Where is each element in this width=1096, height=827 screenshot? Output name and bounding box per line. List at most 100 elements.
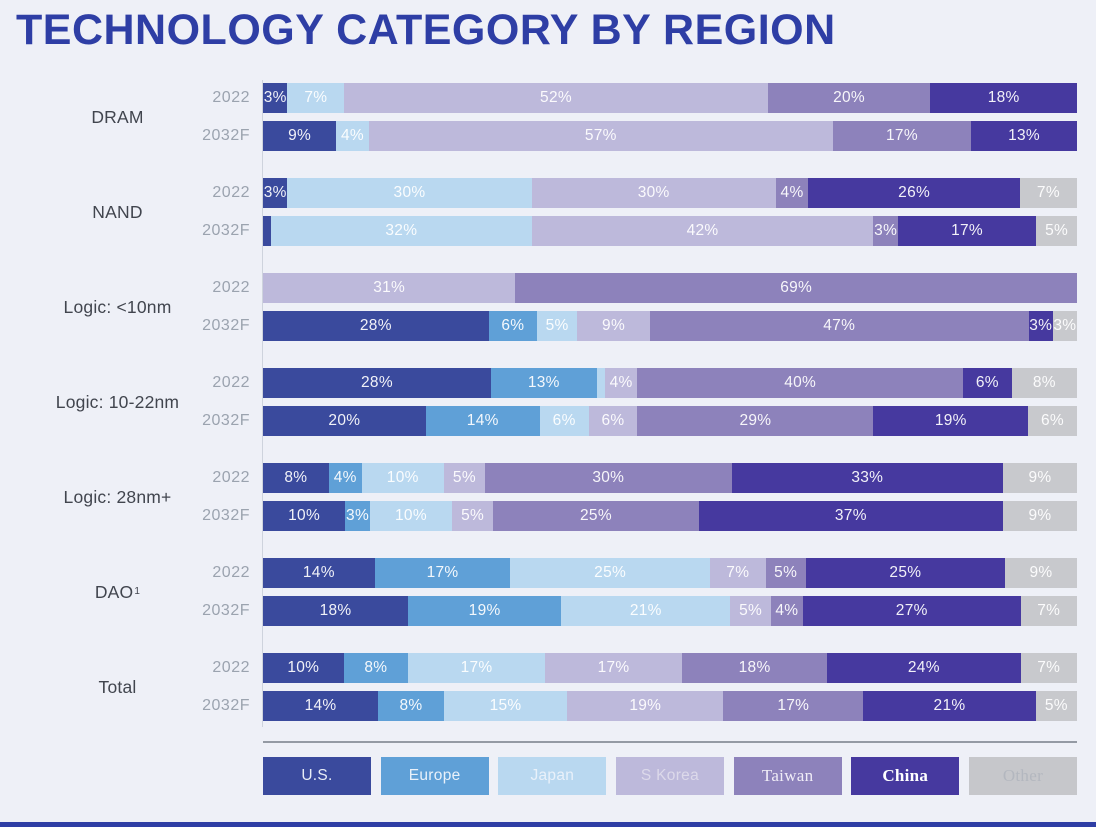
segment-value-label: 28% xyxy=(359,317,392,335)
year-label: 2032F xyxy=(202,507,250,525)
segment-value-label: 20% xyxy=(833,89,865,107)
segment-value-label: 15% xyxy=(489,697,522,715)
stacked-bar: 28% 13% 4% 40% 6% 8% xyxy=(263,368,1077,399)
segment-value-label: 3% xyxy=(1029,317,1053,335)
bar-row-total-2032f: 2032F 14% 8% 15% 19% 17% 21% 5% xyxy=(0,691,1096,722)
stacked-bar: 3% 7% 52% 20% 18% xyxy=(263,83,1077,114)
segment-value-label: 25% xyxy=(594,564,627,582)
segment-value-label: 3% xyxy=(1053,317,1077,335)
stacked-bar: 20% 14% 6% 6% 29% 19% 6% xyxy=(263,406,1077,437)
stacked-bar: 8% 4% 10% 5% 30% 33% 9% xyxy=(263,463,1077,494)
legend-item-europe: Europe xyxy=(380,757,489,796)
segment-value-label: 19% xyxy=(629,697,662,715)
segment-other: 7% xyxy=(1020,596,1077,627)
year-label: 2022 xyxy=(212,564,250,582)
segment-value-label: 17% xyxy=(426,564,459,582)
segment-value-label: 18% xyxy=(987,89,1020,107)
category-group-logic-10nm: Logic: <10nm 2022 31% 69% 2032F 28% 6% 5% 9% 47% 3… xyxy=(0,273,1096,342)
segment-value-label: 10% xyxy=(386,469,419,487)
segment-value-label: 4% xyxy=(775,602,799,620)
segment-japan: 21% xyxy=(561,596,731,627)
segment-value-label: 7% xyxy=(1037,602,1061,620)
bar-row-logic-28nm-2032f: 2032F 10% 3% 10% 5% 25% 37% 9% xyxy=(0,501,1096,532)
segment-china: 33% xyxy=(731,463,1003,494)
segment-value-label: 7% xyxy=(1036,184,1060,202)
page-title: TECHNOLOGY CATEGORY BY REGION xyxy=(16,6,836,54)
segment-value-label: 6% xyxy=(1041,412,1065,430)
stacked-bar: 10% 8% 17% 17% 18% 24% 7% xyxy=(263,653,1077,684)
year-label: 2032F xyxy=(202,412,250,430)
category-label-logic-10nm: Logic: <10nm xyxy=(63,296,172,317)
segment-value-label: 14% xyxy=(302,564,335,582)
year-label: 2022 xyxy=(212,659,250,677)
segment-value-label: 17% xyxy=(885,127,918,145)
segment-taiwan: 17% xyxy=(832,121,972,152)
segment-u-s: 9% xyxy=(263,121,337,152)
segment-s-korea: 5% xyxy=(443,463,485,494)
segment-europe: 8% xyxy=(378,691,444,722)
stacked-bar-chart: DRAM 2022 3% 7% 52% 20% 18% 2032F 9% 4% 57% 17% 13% N… xyxy=(0,80,1096,728)
segment-value-label: 8% xyxy=(364,659,388,677)
legend-item-china: China xyxy=(851,757,960,796)
category-label-dao: DAO 1 xyxy=(94,581,141,602)
segment-china: 21% xyxy=(863,691,1036,722)
segment-japan: 10% xyxy=(361,463,444,494)
segment-value-label: 14% xyxy=(466,412,499,430)
segment-japan: 25% xyxy=(510,558,710,589)
year-label: 2022 xyxy=(212,469,250,487)
bar-row-total-2022: 2022 10% 8% 17% 17% 18% 24% 7% xyxy=(0,653,1096,684)
segment-other: 3% xyxy=(1052,311,1077,342)
segment-value-label: 9% xyxy=(288,127,312,145)
segment-other: 5% xyxy=(1035,691,1077,722)
segment-s-korea: 5% xyxy=(452,501,494,532)
segment-value-label: 24% xyxy=(907,659,940,677)
segment-u-s: 3% xyxy=(263,178,288,209)
segment-other: 9% xyxy=(1002,463,1077,494)
segment-value-label: 30% xyxy=(592,469,625,487)
year-label: 2032F xyxy=(202,127,250,145)
segment-taiwan: 4% xyxy=(770,596,803,627)
segment-taiwan: 20% xyxy=(767,83,931,114)
segment-taiwan: 29% xyxy=(637,406,874,437)
category-label-logic-10-22nm: Logic: 10-22nm xyxy=(55,391,180,412)
segment-europe: 17% xyxy=(374,558,511,589)
segment-value-label: 9% xyxy=(1028,507,1052,525)
segment-value-label: 5% xyxy=(774,564,798,582)
segment-value-label: 30% xyxy=(637,184,670,202)
legend-item-other: Other xyxy=(968,757,1077,796)
segment-value-label: 19% xyxy=(468,602,501,620)
bar-row-logic-10nm-2022: 2022 31% 69% xyxy=(0,273,1096,304)
segment-s-korea: 57% xyxy=(368,121,833,152)
segment-s-korea: 19% xyxy=(567,691,724,722)
segment-value-label: 37% xyxy=(834,507,867,525)
segment-value-label: 10% xyxy=(395,507,427,525)
segment-value-label: 31% xyxy=(373,279,406,297)
segment-europe: 3% xyxy=(345,501,370,532)
category-group-logic-10-22nm: Logic: 10-22nm 2022 28% 13% 4% 40% 6% 8% 2032F 20… xyxy=(0,368,1096,437)
bar-row-logic-10-22nm-2032f: 2032F 20% 14% 6% 6% 29% 19% 6% xyxy=(0,406,1096,437)
page: TECHNOLOGY CATEGORY BY REGION DRAM 2022 3%… xyxy=(0,6,1096,827)
segment-value-label: 4% xyxy=(333,469,357,487)
segment-value-label: 8% xyxy=(399,697,423,715)
segment-japan: 17% xyxy=(408,653,546,684)
segment-u-s: 14% xyxy=(263,691,379,722)
segment-s-korea: 9% xyxy=(577,311,650,342)
segment-japan: 32% xyxy=(271,216,532,247)
segment-s-korea: 30% xyxy=(531,178,776,209)
legend: U.S. Europe Japan S Korea Taiwan China Other xyxy=(263,757,1077,796)
segment-value-label: 3% xyxy=(346,507,370,525)
segment-value-label: 10% xyxy=(287,659,320,677)
segment-europe: 19% xyxy=(408,596,562,627)
segment-japan: 15% xyxy=(443,691,568,722)
segment-value-label: 25% xyxy=(889,564,922,582)
year-label: 2032F xyxy=(202,697,250,715)
segment-s-korea: 17% xyxy=(545,653,683,684)
segment-value-label: 19% xyxy=(934,412,967,430)
segment-value-label: 28% xyxy=(360,374,393,392)
segment-value-label: 5% xyxy=(739,602,763,620)
segment-value-label: 6% xyxy=(501,317,525,335)
segment-s-korea: 7% xyxy=(709,558,766,589)
segment-value-label: 42% xyxy=(686,222,719,240)
category-label-total: Total xyxy=(98,676,137,697)
bar-row-logic-28nm-2022: 2022 8% 4% 10% 5% 30% 33% 9% xyxy=(0,463,1096,494)
